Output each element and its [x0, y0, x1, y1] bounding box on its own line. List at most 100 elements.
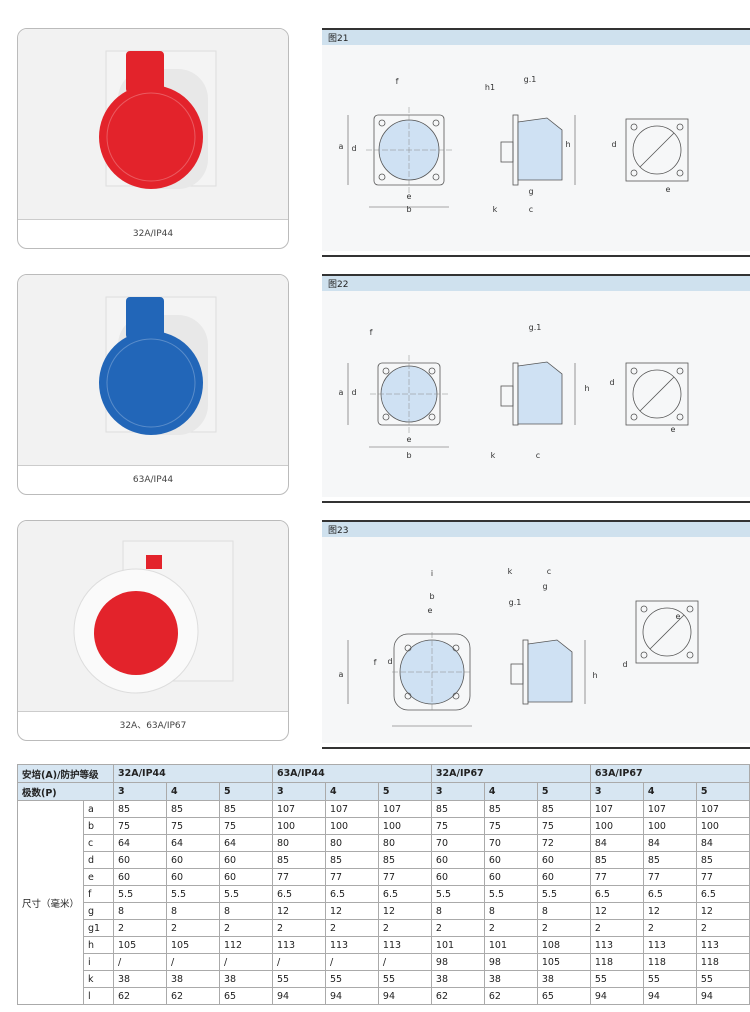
cell: 85 [536, 800, 591, 818]
cell: 5.5 [218, 885, 273, 903]
dimension-label: f [396, 77, 399, 86]
cell: / [113, 953, 167, 971]
back-circle [632, 369, 682, 419]
cell: 113 [271, 936, 326, 954]
mount-hole [432, 119, 440, 127]
cell: 85 [271, 851, 326, 869]
cell: 77 [589, 868, 644, 886]
cell: 5.5 [536, 885, 591, 903]
data-row: l 62 62 65 94 94 94 62 62 65 94 94 94 [18, 987, 750, 1005]
cell: / [165, 953, 220, 971]
row-key: k [83, 970, 114, 988]
dimension-label: c [536, 451, 540, 460]
cell: 60 [430, 851, 485, 869]
cap-ring [106, 338, 196, 428]
cell: 5.5 [165, 885, 220, 903]
cell: 100 [377, 817, 432, 835]
cell: 77 [642, 868, 697, 886]
cell: 85 [324, 851, 379, 869]
dimension-label: g [542, 582, 547, 591]
dimension-label: e [407, 192, 412, 201]
cell: 75 [218, 817, 273, 835]
cell: 2 [589, 919, 644, 937]
cell: 100 [271, 817, 326, 835]
cell: 6.5 [271, 885, 326, 903]
product-caption: 32A、63A/IP67 [18, 711, 288, 740]
cell: 94 [377, 987, 432, 1005]
side-connector [500, 141, 514, 163]
latch [126, 51, 164, 93]
side-body [517, 117, 563, 181]
dimension-label: c [547, 567, 551, 576]
cell: 84 [695, 834, 750, 852]
dimension-label: a [339, 670, 344, 679]
cell: 64 [165, 834, 220, 852]
mount-hole [378, 119, 386, 127]
mount-hole [630, 413, 638, 421]
mount-hole [404, 644, 412, 652]
cell: 64 [113, 834, 167, 852]
cell: 100 [642, 817, 697, 835]
cell: 107 [695, 800, 750, 818]
cell: 2 [165, 919, 220, 937]
cell: 2 [483, 919, 538, 937]
row-key: l [83, 987, 114, 1005]
cell: 2 [113, 919, 167, 937]
header-cell: 安培(A)/防护等级 [17, 764, 114, 783]
cell: 85 [642, 851, 697, 869]
dimension-label: e [676, 612, 681, 621]
dimension-label: d [351, 144, 356, 153]
dimension-label: e [407, 435, 412, 444]
mount-hole [428, 413, 436, 421]
dimension-label: f [374, 658, 377, 667]
dimension-label: 尺寸（毫米） [16, 800, 85, 1005]
cell: 112 [218, 936, 273, 954]
cell: 65 [536, 987, 591, 1005]
mount-hole [676, 413, 684, 421]
side-body [517, 361, 563, 425]
cell: 113 [695, 936, 750, 954]
poles-cell: 5 [695, 782, 750, 801]
cell: 101 [483, 936, 538, 954]
dimension-label: g.1 [509, 598, 522, 607]
product-card: 32A/IP44 [17, 28, 289, 249]
product-caption: 63A/IP44 [18, 465, 288, 494]
cell: 80 [377, 834, 432, 852]
header-row: 安培(A)/防护等级 32A/IP44 63A/IP44 32A/IP67 63A/IP… [17, 764, 750, 783]
poles-cell: 5 [377, 782, 432, 801]
cell: 77 [377, 868, 432, 886]
back-diagonal [639, 376, 675, 412]
cell: 55 [695, 970, 750, 988]
back-diagonal [649, 614, 685, 650]
cell: 85 [218, 800, 273, 818]
cell: 107 [324, 800, 379, 818]
data-row: g 8 8 8 12 12 12 8 8 8 12 12 12 [18, 902, 750, 920]
cell: 5.5 [113, 885, 167, 903]
cell: 2 [271, 919, 326, 937]
poles-cell: 3 [430, 782, 485, 801]
cell: 64 [218, 834, 273, 852]
dimension-label: d [611, 140, 616, 149]
cell: 8 [165, 902, 220, 920]
cell: 55 [271, 970, 326, 988]
product-card: 63A/IP44 [17, 274, 289, 495]
cell: 60 [430, 868, 485, 886]
poles-cell: 3 [113, 782, 167, 801]
cell: 101 [430, 936, 485, 954]
cell: 2 [642, 919, 697, 937]
cell: 38 [536, 970, 591, 988]
cell: 100 [324, 817, 379, 835]
data-row: i / / / / //98 98 105 118 118 118 [18, 953, 750, 971]
cell: 6.5 [377, 885, 432, 903]
mount-hole [640, 605, 648, 613]
cell: 85 [483, 800, 538, 818]
cell: 94 [695, 987, 750, 1005]
cap [94, 591, 178, 675]
cell: 38 [430, 970, 485, 988]
cell: 84 [589, 834, 644, 852]
cell: 75 [536, 817, 591, 835]
cell: 107 [642, 800, 697, 818]
mount-hole [432, 173, 440, 181]
